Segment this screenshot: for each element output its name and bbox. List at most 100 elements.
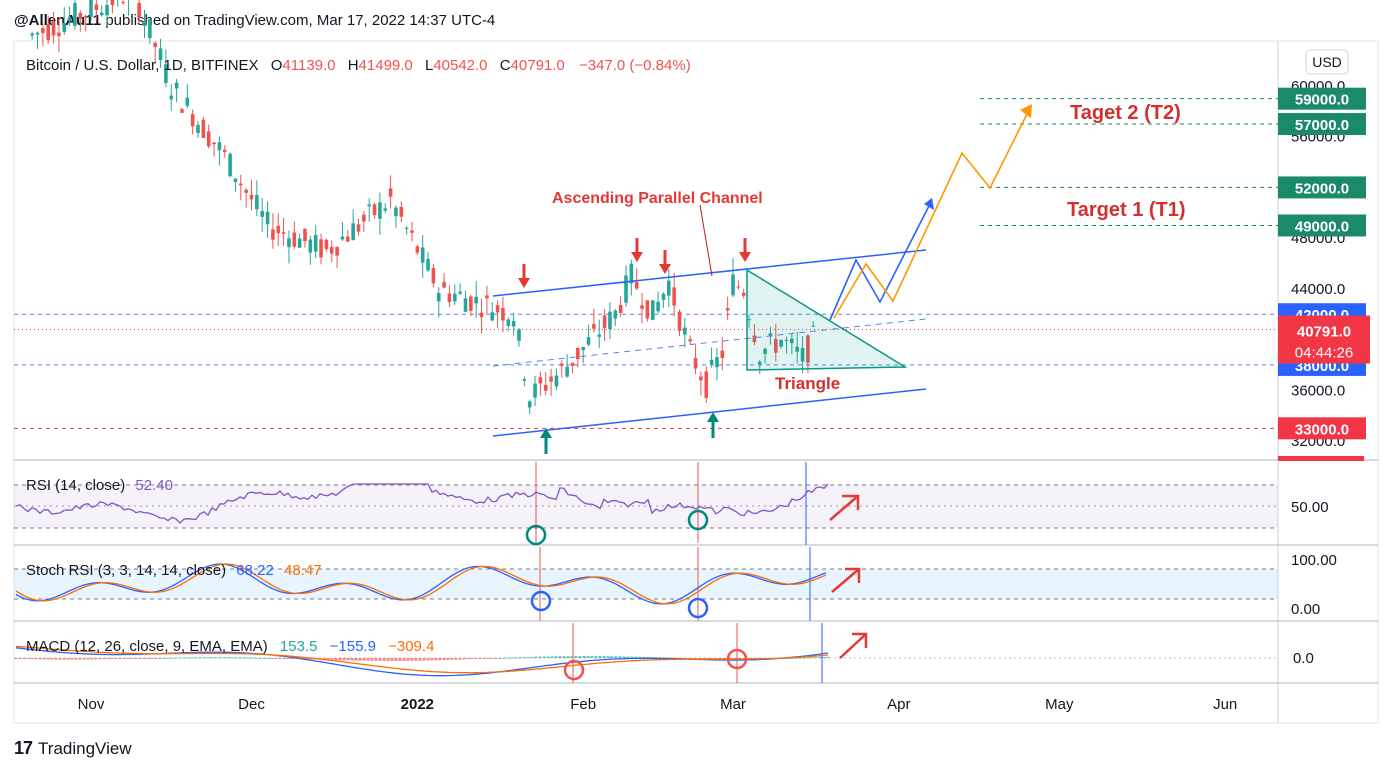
macd-hist-bar-67 (282, 658, 286, 659)
macd-hist-bar-132 (542, 656, 546, 658)
macd-hist-bar-155 (634, 656, 638, 658)
macd-hist-bar-121 (498, 657, 502, 659)
macd-hist-bar-174 (710, 658, 714, 659)
macd-hist-bar-20 (94, 658, 98, 660)
candle-body-24 (158, 48, 163, 61)
level-tag-33000.0 (1278, 417, 1366, 440)
stoch-k-value: 68.22 (236, 562, 274, 579)
stoch-upper-label: 100.00 (1291, 552, 1337, 569)
macd-hist-bar-110 (454, 658, 458, 660)
candle-body-53 (313, 234, 318, 252)
macd-hist-bar-154 (630, 656, 634, 658)
candle-body-45 (271, 229, 275, 240)
rsi-legend[interactable]: RSI (14, close) 52.40 (26, 477, 173, 494)
rsi-divergence-circle-1 (525, 524, 547, 546)
candle-body-73 (420, 247, 425, 263)
candle-body-83 (474, 296, 478, 304)
macd-hist-bar-133 (546, 656, 550, 658)
candle-body-120 (672, 287, 676, 306)
target1-label: Target 1 (T1) (1067, 199, 1186, 221)
macd-hist-bar-39 (170, 657, 174, 659)
rsi-label: RSI (14, close) (26, 477, 125, 494)
macd-hist-bar-102 (422, 658, 426, 661)
level-tag-text-49000.0: 49000.0 (1295, 218, 1349, 235)
candle-body-10 (83, 16, 88, 18)
candle-body-30 (190, 114, 195, 127)
currency-button[interactable] (1305, 49, 1349, 75)
macd-hist-bar-21 (98, 658, 102, 660)
orange-projection-head (1020, 104, 1032, 118)
macd-hist-bar-157 (642, 656, 646, 658)
macd-hist-bar-111 (458, 658, 462, 660)
support-arrow-head-0 (540, 428, 552, 438)
macd-hist-bar-168 (686, 657, 690, 659)
macd-line-value: −155.9 (330, 638, 376, 655)
macd-hist-bar-59 (250, 657, 254, 659)
tradingview-logo-icon: 17 (14, 738, 33, 758)
macd-hist-bar-160 (654, 657, 658, 659)
macd-hist-bar-112 (462, 658, 466, 660)
macd-hist-bar-120 (494, 658, 498, 659)
macd-hist-bar-15 (74, 658, 78, 660)
macd-hist-bar-11 (58, 658, 62, 660)
footer-brand[interactable]: 17 TradingView (14, 738, 132, 759)
macd-hist-bar-54 (230, 657, 234, 659)
candle-body-65 (378, 202, 382, 219)
candlestick-series (30, 0, 816, 415)
macd-hist-bar-124 (510, 657, 514, 659)
candle-body-63 (367, 204, 371, 207)
candle-body-137 (763, 348, 767, 354)
macd-hist-bar-122 (502, 657, 506, 659)
macd-hist-bar-60 (254, 657, 258, 659)
candle-body-101 (570, 362, 575, 366)
candle-body-106 (597, 334, 602, 337)
candle-body-145 (806, 335, 810, 363)
y-tick-36000.0: 36000.0 (1291, 382, 1345, 399)
candle-body-2 (41, 28, 45, 34)
candle-body-51 (303, 228, 307, 242)
macd-hist-bar-96 (398, 658, 402, 661)
symbol-legend[interactable]: Bitcoin / U.S. Dollar, 1D, BITFINEX O411… (26, 57, 691, 74)
macd-hist-bar-1 (18, 658, 22, 659)
candle-body-78 (447, 293, 452, 303)
candle-body-110 (618, 304, 623, 313)
candle-body-67 (388, 188, 393, 197)
macd-hist-bar-9 (50, 658, 54, 660)
macd-zero-label: 0.0 (1293, 650, 1314, 667)
candle-body-35 (217, 142, 222, 151)
channel-lower-line (492, 388, 927, 437)
candle-body-36 (222, 149, 227, 152)
candle-body-77 (442, 281, 446, 288)
macd-hist-bar-197 (802, 657, 806, 659)
macd-hist-bar-43 (186, 657, 190, 659)
macd-hist-bar-31 (138, 658, 142, 659)
stoch-legend[interactable]: Stoch RSI (3, 3, 14, 14, close) 68.22 48… (26, 562, 322, 579)
candle-body-6 (62, 22, 67, 32)
candle-body-40 (244, 189, 248, 193)
rsi-value: 52.40 (135, 477, 173, 494)
candle-body-124 (693, 357, 698, 369)
macd-hist-bar-126 (518, 657, 522, 659)
x-tick-Dec: Dec (238, 696, 265, 713)
candle-body-104 (586, 337, 591, 345)
change-value: −347.0 (−0.84%) (579, 57, 691, 74)
macd-hist-bar-108 (446, 658, 450, 660)
high-value: 41499.0 (359, 57, 413, 74)
candle-body-14 (105, 5, 109, 16)
macd-hist-bar-99 (410, 658, 414, 661)
macd-hist-bar-93 (386, 658, 390, 661)
candle-body-114 (640, 305, 644, 309)
macd-hist-bar-53 (226, 657, 230, 659)
candle-body-60 (351, 223, 355, 241)
triangle-label: Triangle (775, 374, 840, 393)
symbol-name: Bitcoin / U.S. Dollar, 1D, BITFINEX (26, 57, 259, 74)
macd-hist-bar-35 (154, 658, 158, 659)
triangle-pattern (746, 268, 908, 371)
candle-body-105 (592, 324, 596, 329)
candle-body-89 (506, 319, 511, 326)
candle-body-86 (490, 312, 495, 321)
macd-hist-bar-88 (366, 658, 370, 661)
candle-body-141 (784, 340, 789, 342)
macd-legend[interactable]: MACD (12, 26, close, 9, EMA, EMA) 153.5 … (26, 638, 434, 655)
